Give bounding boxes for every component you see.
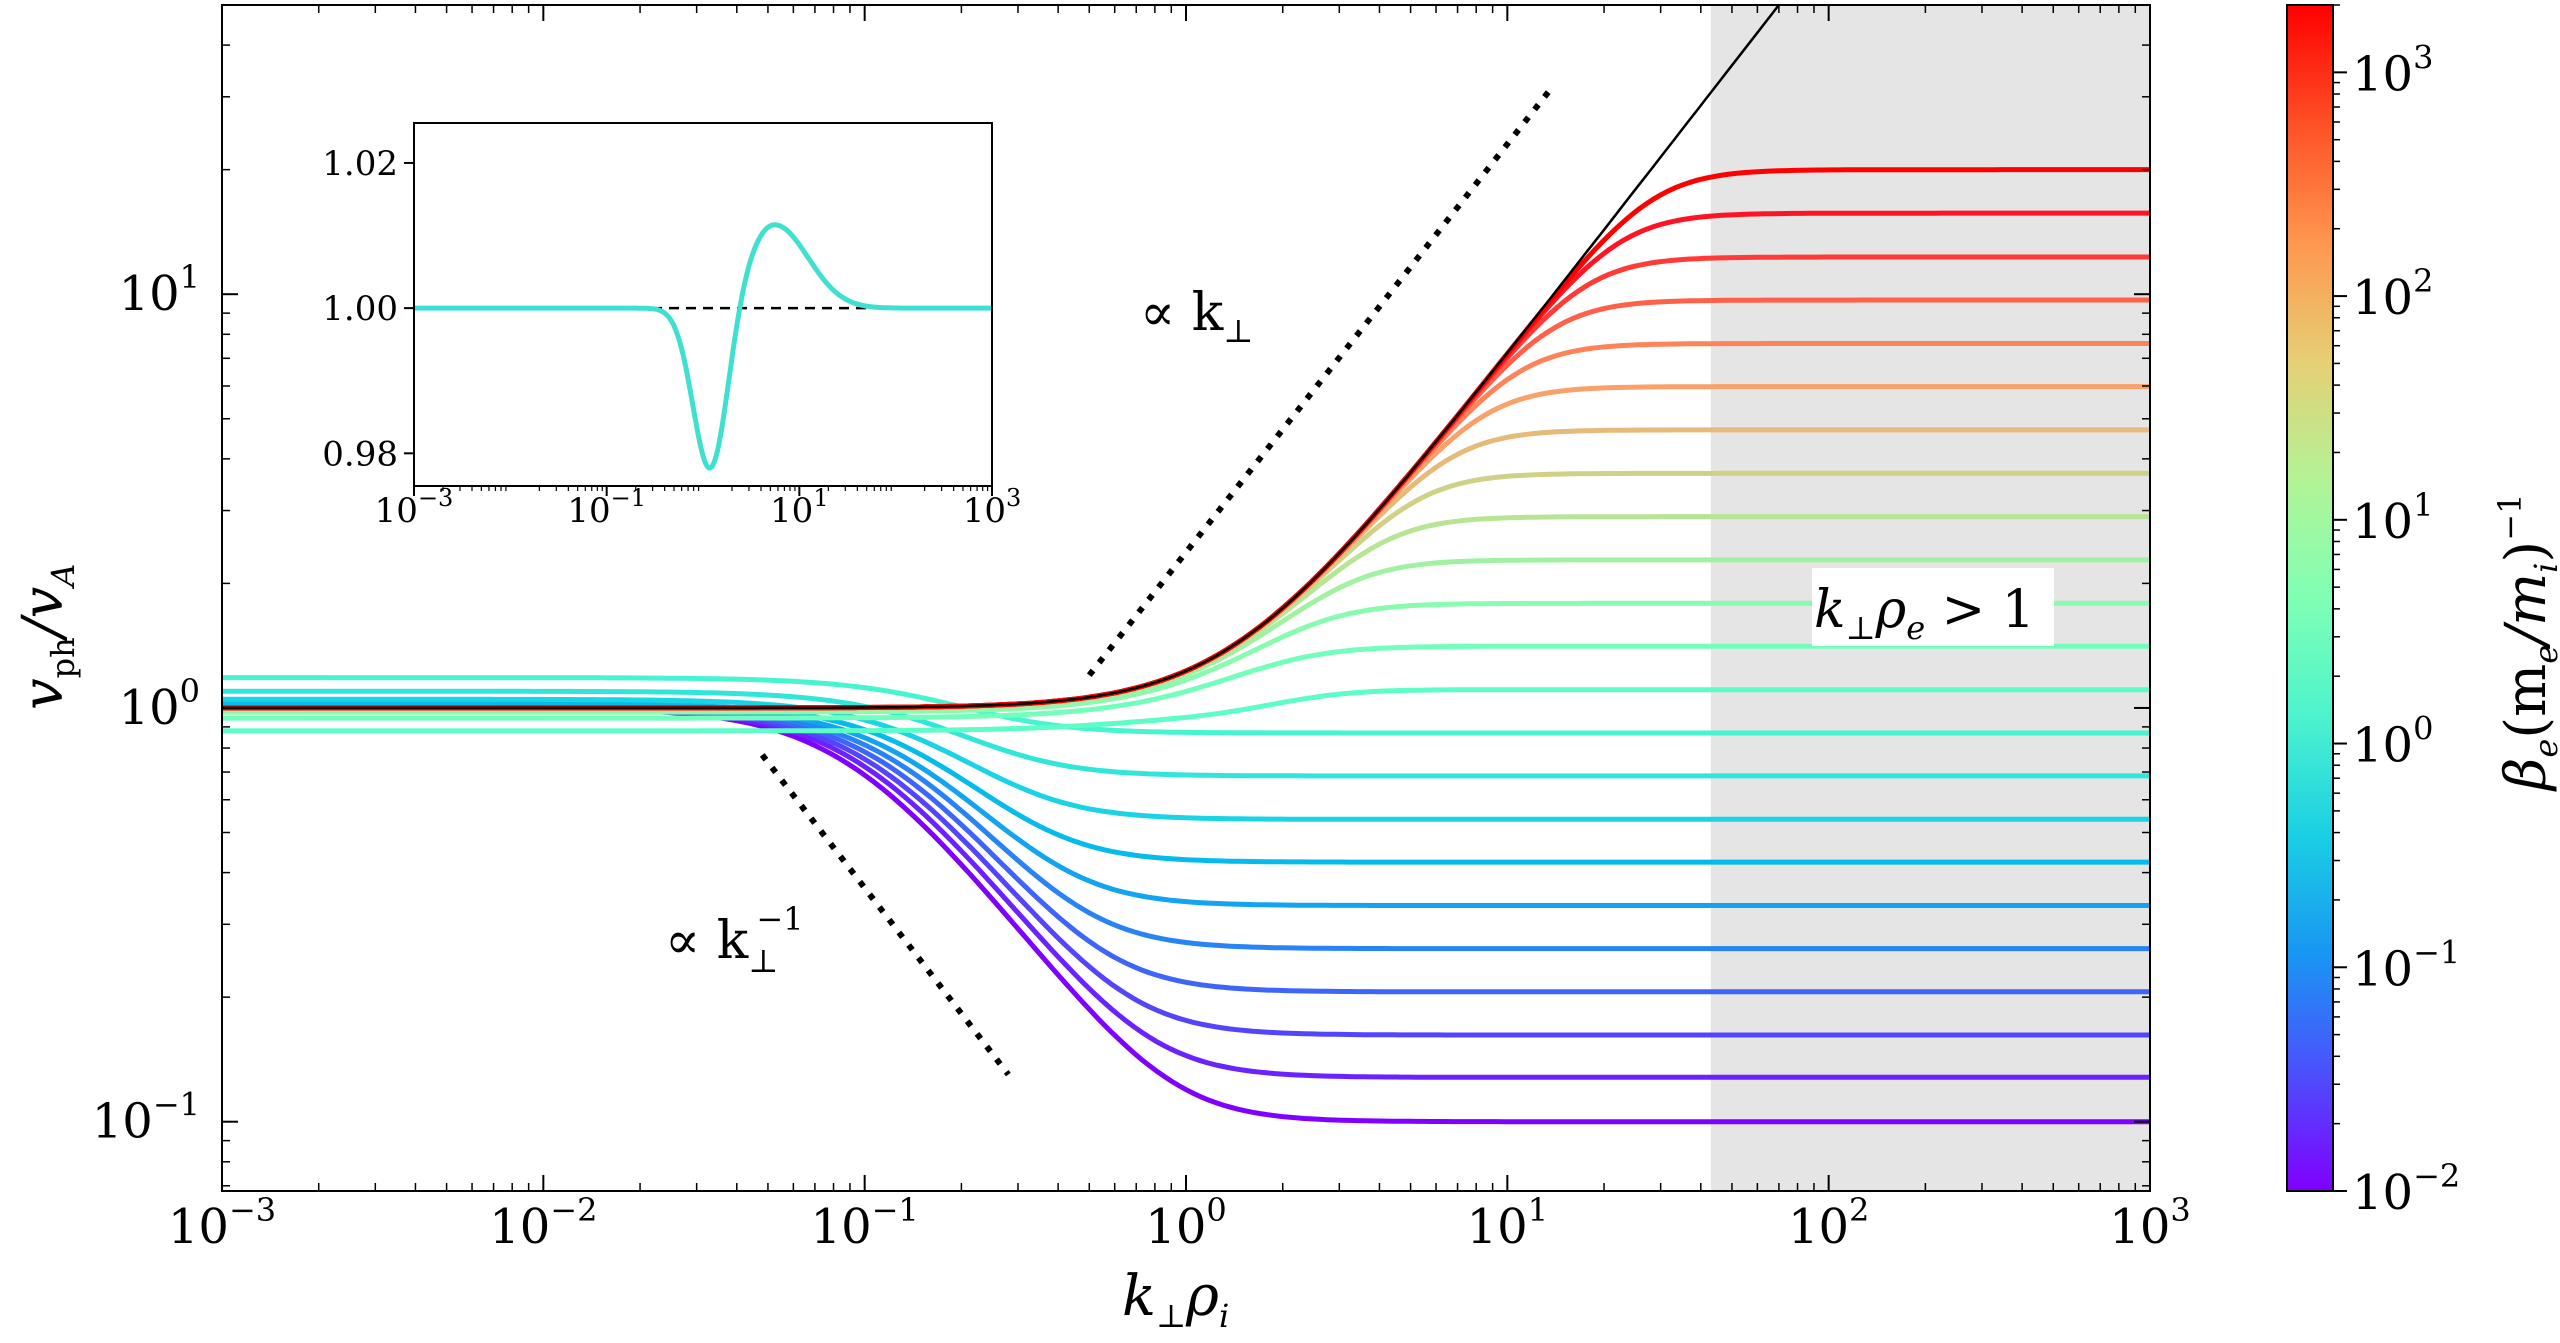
series-line-11: [222, 643, 2150, 721]
x-tick-label-4: 101: [1467, 1191, 1548, 1255]
colorbar-tick-label-1: 10−1: [2352, 933, 2460, 997]
colorbar-tick-label-2: 100: [2352, 710, 2433, 774]
y-tick-label-2: 101: [119, 258, 200, 322]
inset-y-tick-label-1: 1.00: [322, 289, 398, 329]
guide-line-1: [759, 753, 1011, 1077]
series-line-9: [222, 675, 2150, 736]
series-line-6: [222, 701, 2150, 865]
colorbar-label: βe(me/mi)−1: [2491, 494, 2560, 792]
y-tick-label-1: 100: [119, 672, 200, 736]
guide-label-down: ∝ k⊥−1: [665, 900, 804, 980]
y-tick-label-0: 10−1: [92, 1086, 200, 1150]
envelope-line: [222, 5, 1781, 710]
inset-frame: [413, 122, 993, 487]
colorbar-gradient: [2286, 4, 2334, 1192]
inset-x-tick-label-3: 103: [963, 484, 1022, 531]
series-line-10: [222, 687, 2150, 734]
annotation-shaded-box: [1812, 568, 2054, 646]
colorbar-tick-label-3: 101: [2352, 486, 2433, 550]
x-tick-label-1: 10−2: [489, 1191, 597, 1255]
inset-background: [414, 123, 992, 486]
main-plot: 10−3 10−2 10−1 100 101 102 103 10−1 100 101: [92, 4, 2191, 1255]
colorbar-tick-label-5: 103: [2352, 38, 2433, 102]
annotation-shaded: k⊥ρe > 1: [1812, 568, 2054, 647]
inset-curve: [414, 222, 992, 471]
colorbar-tick-label-0: 10−2: [2352, 1157, 2460, 1221]
inset-y-tick-label-0: 0.98: [322, 434, 398, 474]
x-tick-label-3: 100: [1145, 1191, 1226, 1255]
x-tick-label-0: 10−3: [168, 1191, 276, 1255]
x-tick-label-6: 103: [2109, 1191, 2190, 1255]
colorbar: 10−2 10−1 100 101 102 103 βe(me/mi)−1: [2286, 4, 2560, 1221]
x-axis-label: k⊥ρi: [1122, 1264, 1229, 1335]
guide-line-0: [1086, 89, 1552, 678]
shaded-label: k⊥ρe > 1: [1814, 580, 2035, 647]
inset-x-tick-label-2: 101: [770, 484, 829, 531]
inset-x-tick-label-1: 10−1: [567, 484, 646, 531]
x-tick-label-2: 10−1: [811, 1191, 919, 1255]
y-axis-label: vph/vA: [11, 564, 82, 710]
guide-label-up: ∝ k⊥: [1140, 283, 1253, 350]
series-line-7: [222, 696, 2150, 822]
inset-y-tick-label-2: 1.02: [322, 144, 398, 184]
x-tick-label-5: 102: [1788, 1191, 1869, 1255]
inset-plot: 10−3 10−1 101 103 0.98 1.00 1.02: [322, 122, 1022, 531]
inset-x-tick-label-0: 10−3: [375, 484, 454, 531]
series-line-8: [222, 688, 2150, 779]
colorbar-tick-label-4: 102: [2352, 262, 2433, 326]
